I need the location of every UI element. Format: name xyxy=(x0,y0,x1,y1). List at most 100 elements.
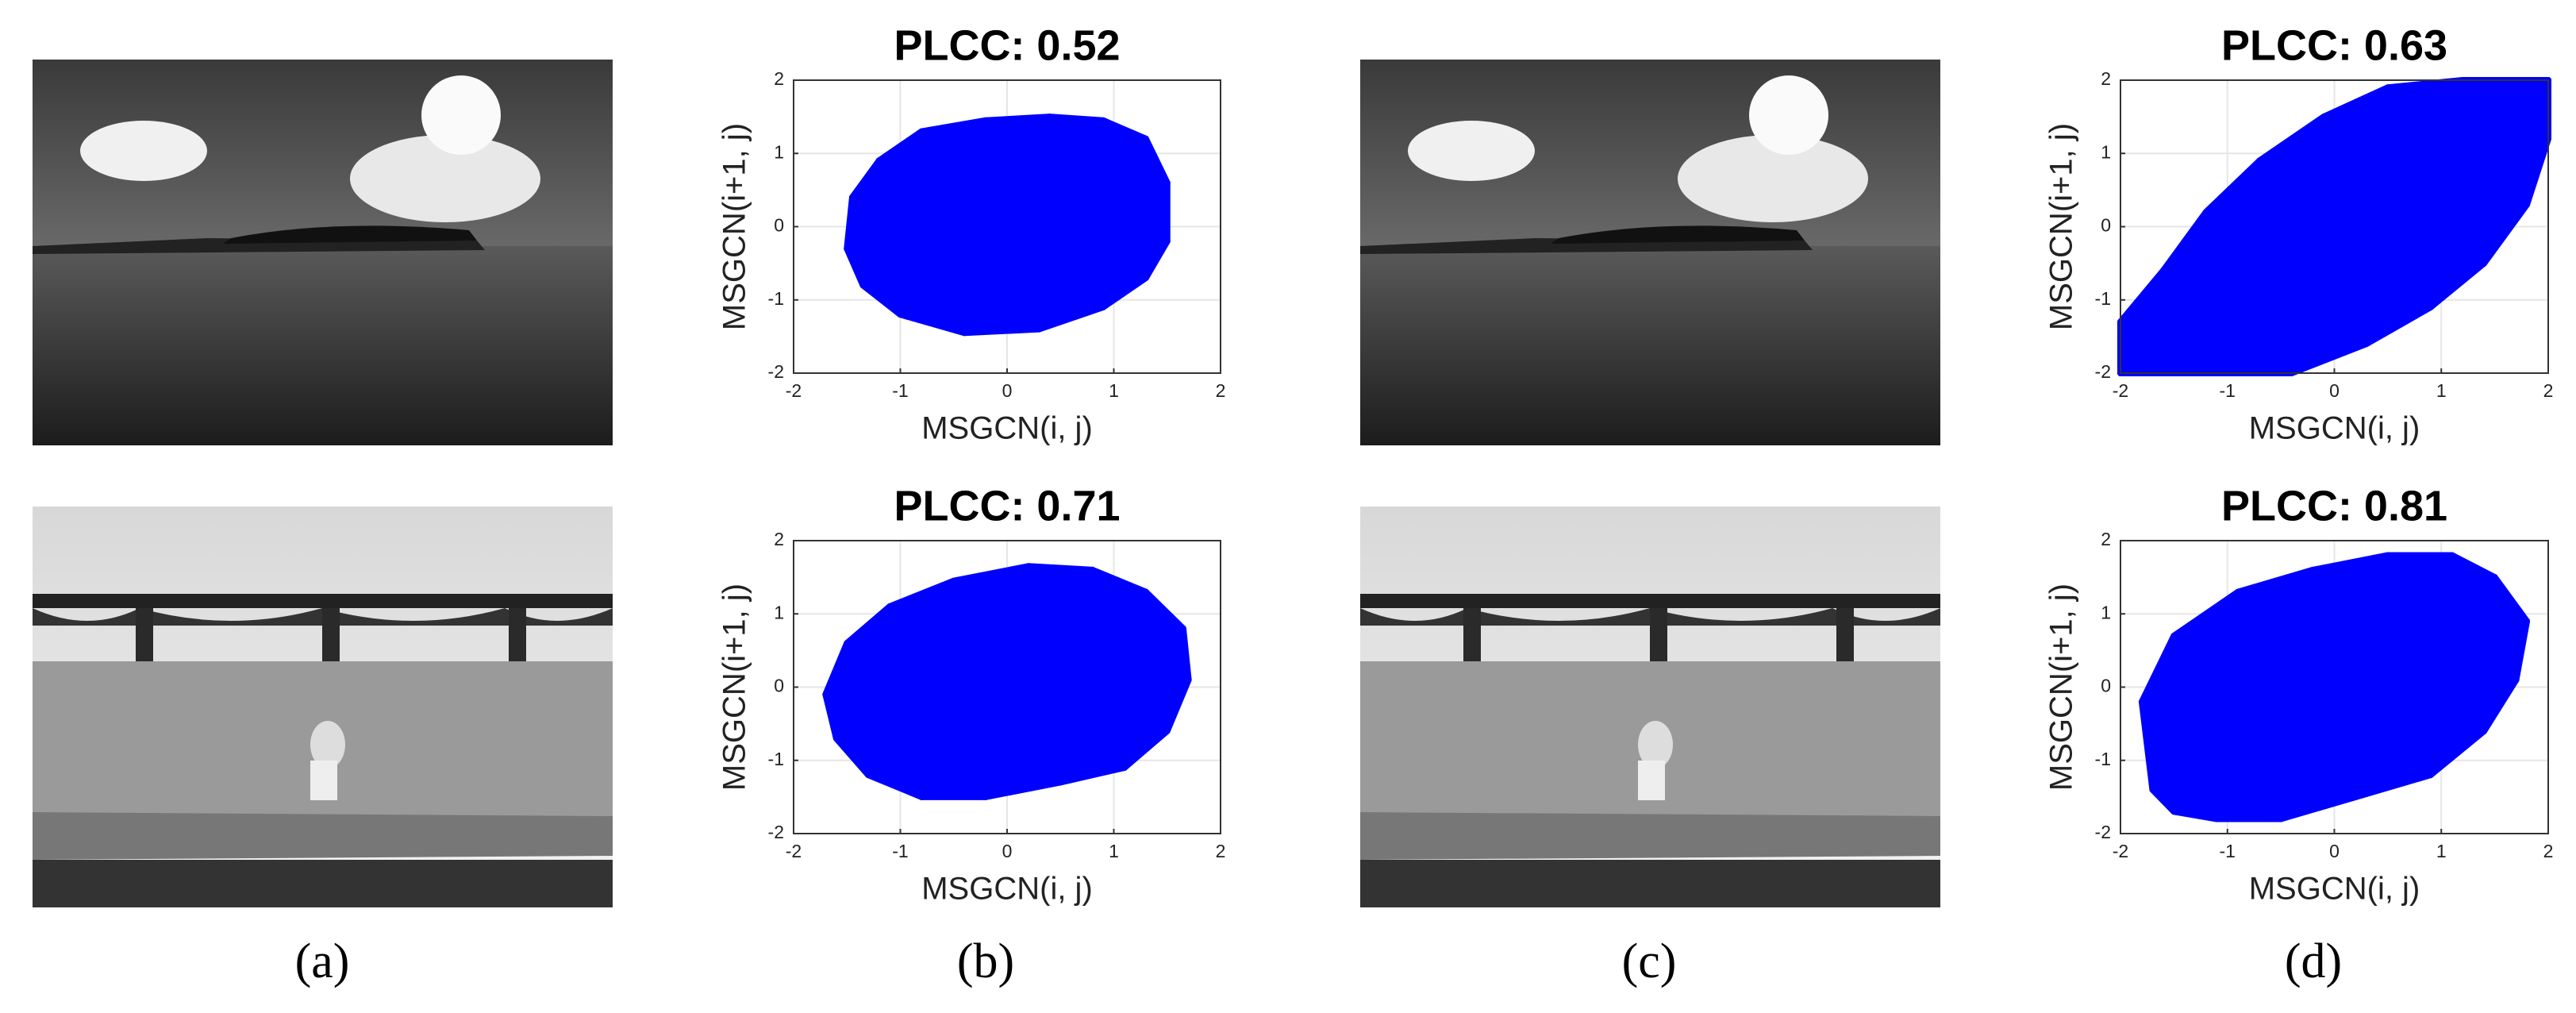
point xyxy=(1100,303,1107,310)
y-tick-label: 2 xyxy=(2101,68,2111,89)
x-tick-label: 1 xyxy=(1109,841,1119,861)
x-tick-label: 1 xyxy=(1109,380,1119,401)
y-axis-label: MSGCN(i+1, j) xyxy=(717,123,752,330)
point xyxy=(2149,786,2156,793)
y-axis-label: MSGCN(i+1, j) xyxy=(717,584,752,791)
point xyxy=(1163,727,1171,734)
x-tick-label: -2 xyxy=(2113,841,2128,861)
y-tick-label: 1 xyxy=(2101,141,2111,162)
point xyxy=(2491,574,2498,581)
point xyxy=(844,245,851,252)
point xyxy=(1185,676,1192,684)
photo xyxy=(1360,506,1940,907)
y-tick-label: 0 xyxy=(2101,676,2111,696)
axes-frame xyxy=(2120,540,2549,834)
caption: (b) xyxy=(957,934,1014,988)
point xyxy=(2427,772,2434,779)
chart-title: PLCC: 0.81 xyxy=(2221,482,2447,530)
point xyxy=(2384,552,2391,559)
y-tick-label: 1 xyxy=(2101,602,2111,622)
point xyxy=(1142,275,1149,282)
y-tick-label: -1 xyxy=(2095,288,2111,309)
y-tick-label: 2 xyxy=(774,529,784,549)
x-tick-label: 0 xyxy=(2329,841,2340,861)
point xyxy=(2138,698,2145,705)
point xyxy=(2427,303,2434,310)
y-tick-label: 2 xyxy=(2101,529,2111,549)
y-tick-label: -1 xyxy=(2095,749,2111,769)
axes-frame xyxy=(2120,79,2549,374)
x-tick-label: 0 xyxy=(1002,841,1013,861)
point xyxy=(2352,793,2359,800)
y-tick-label: -1 xyxy=(768,288,784,309)
point xyxy=(2384,84,2391,91)
point xyxy=(2278,815,2285,822)
x-tick-label: -1 xyxy=(892,380,908,401)
x-tick-label: 0 xyxy=(2329,380,2340,401)
x-axis-label: MSGCN(i, j) xyxy=(921,411,1093,446)
chart-title: PLCC: 0.71 xyxy=(894,482,1120,530)
photo xyxy=(1360,60,1940,445)
point xyxy=(982,117,990,124)
y-tick-label: 0 xyxy=(2101,215,2111,236)
point xyxy=(897,311,904,318)
point xyxy=(961,329,968,337)
y-axis-label: MSGCN(i+1, j) xyxy=(2044,584,2079,791)
y-tick-label: 1 xyxy=(774,602,784,622)
point xyxy=(2256,157,2263,164)
point xyxy=(1142,135,1149,142)
point xyxy=(822,691,829,698)
x-tick-label: -2 xyxy=(2113,380,2128,401)
point xyxy=(2159,267,2167,274)
point xyxy=(865,772,872,779)
axes-frame xyxy=(793,79,1221,374)
point xyxy=(2448,552,2455,559)
point xyxy=(859,282,867,289)
point xyxy=(1163,179,1171,187)
y-tick-label: -2 xyxy=(2095,822,2111,842)
x-tick-label: -2 xyxy=(786,841,802,861)
y-tick-label: -2 xyxy=(768,822,784,842)
point xyxy=(2235,588,2242,595)
point xyxy=(1163,237,1171,245)
point xyxy=(1057,779,1064,786)
point xyxy=(832,735,840,742)
x-tick-label: 2 xyxy=(2543,841,2554,861)
point xyxy=(844,640,851,647)
y-tick-label: 2 xyxy=(774,68,784,89)
x-tick-label: 2 xyxy=(1216,841,1226,861)
point xyxy=(1179,625,1186,632)
point xyxy=(1121,764,1128,771)
point xyxy=(1036,325,1043,333)
x-tick-label: -1 xyxy=(2220,380,2236,401)
x-tick-label: 2 xyxy=(2543,380,2554,401)
y-tick-label: 1 xyxy=(774,141,784,162)
point xyxy=(2202,209,2209,216)
caption: (d) xyxy=(2285,934,2342,988)
chart-title: PLCC: 0.52 xyxy=(894,21,1120,69)
y-tick-label: 0 xyxy=(774,215,784,236)
point xyxy=(2363,341,2370,348)
x-tick-label: -2 xyxy=(786,380,802,401)
y-tick-label: 0 xyxy=(774,676,784,696)
x-axis-label: MSGCN(i, j) xyxy=(2249,872,2420,907)
x-tick-label: 0 xyxy=(1002,380,1013,401)
x-tick-label: 1 xyxy=(2436,380,2447,401)
point xyxy=(848,194,855,201)
y-tick-label: -2 xyxy=(2095,361,2111,382)
caption: (a) xyxy=(295,934,350,988)
chart-title: PLCC: 0.63 xyxy=(2221,21,2447,69)
axes-frame xyxy=(793,540,1221,834)
y-tick-label: -1 xyxy=(768,749,784,769)
y-axis-label: MSGCN(i+1, j) xyxy=(2044,123,2079,330)
point xyxy=(918,793,925,800)
point xyxy=(2513,676,2520,684)
y-tick-label: -2 xyxy=(768,361,784,382)
x-tick-label: -1 xyxy=(892,841,908,861)
point xyxy=(1089,566,1096,573)
point xyxy=(982,793,990,800)
point xyxy=(1100,117,1107,124)
point xyxy=(875,157,882,164)
point xyxy=(918,128,925,135)
